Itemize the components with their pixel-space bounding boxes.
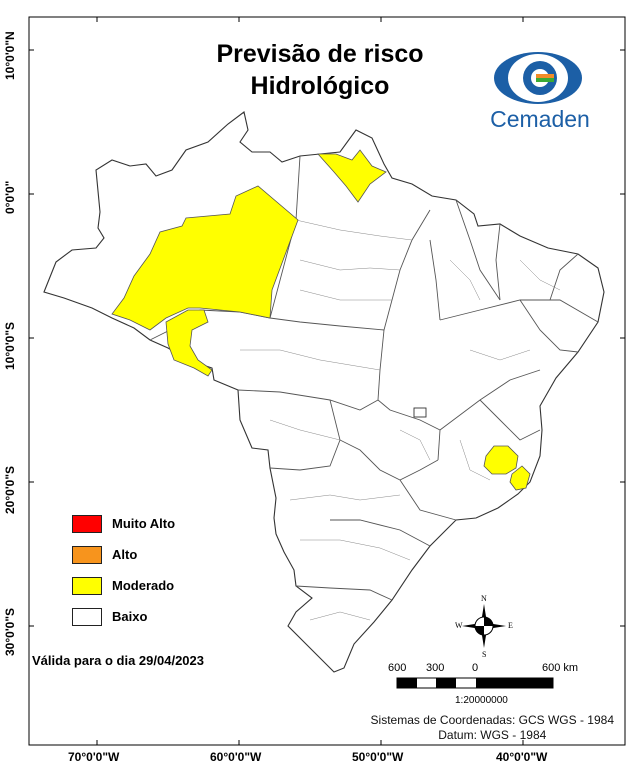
crs-line1: Sistemas de Coordenadas: GCS WGS - 1984 [370,713,614,727]
lat-label-30s: 30°0'0"S [3,607,17,656]
lat-label-10s: 10°0'0"S [3,321,17,370]
legend-label-alto: Alto [112,547,138,562]
compass-n: N [481,594,487,603]
map-title: Previsão de risco Hidrológico [160,38,480,102]
risk-area-amazonas-south [165,309,213,377]
legend: Muito Alto Alto Moderado Baixo [72,508,175,632]
crs-info: Sistemas de Coordenadas: GCS WGS - 1984 … [371,713,614,743]
scale-label-600: 600 [388,662,407,674]
legend-swatch-alto [72,545,102,564]
lat-label-0: 0°0'0" [3,180,17,214]
risk-area-amapa [317,149,387,203]
lat-label-20s: 20°0'0"S [3,465,17,514]
north-arrow-icon [462,604,506,648]
crs-line2: Datum: WGS - 1984 [438,728,547,742]
scale-ratio: 1:20000000 [455,695,508,706]
legend-label-muito-alto: Muito Alto [112,516,176,531]
map-frame [28,16,626,746]
legend-item-alto: Alto [72,539,175,570]
map-title-line1: Previsão de risco [216,40,424,68]
legend-swatch-baixo [72,607,102,626]
legend-swatch-muito-alto [72,514,102,533]
valid-date-text: Válida para o dia 29/04/2023 [32,653,204,668]
compass-s: S [482,650,487,659]
compass-e: E [508,621,513,630]
lat-label-10n: 10°0'0"N [3,31,17,80]
legend-item-muito-alto: Muito Alto [72,508,175,539]
legend-label-moderado: Moderado [112,578,175,593]
legend-item-moderado: Moderado [72,570,175,601]
lon-label-70w: 70°0'0"W [68,750,120,764]
scale-bar [396,677,554,689]
map-title-line2: Hidrológico [250,72,390,100]
legend-item-baixo: Baixo [72,601,175,632]
lon-label-50w: 50°0'0"W [352,750,404,764]
cemaden-logo-icon [494,52,582,104]
compass-w: W [455,621,463,630]
scale-label-0: 0 [472,662,479,674]
logo-text: Cemaden [490,106,590,132]
scale-label-600-km: 600 km [542,662,579,674]
graticule-ticks [29,17,625,745]
risk-area-minas-es [483,445,519,475]
risk-area-amazonas [111,185,299,331]
legend-label-baixo: Baixo [112,609,148,624]
federal-district [413,407,427,418]
lon-label-40w: 40°0'0"W [496,750,548,764]
legend-swatch-moderado [72,576,102,595]
risk-area-espirito-santo [509,465,531,491]
lon-label-60w: 60°0'0"W [210,750,262,764]
scale-label-300: 300 [426,662,445,674]
region-borders [240,219,561,621]
